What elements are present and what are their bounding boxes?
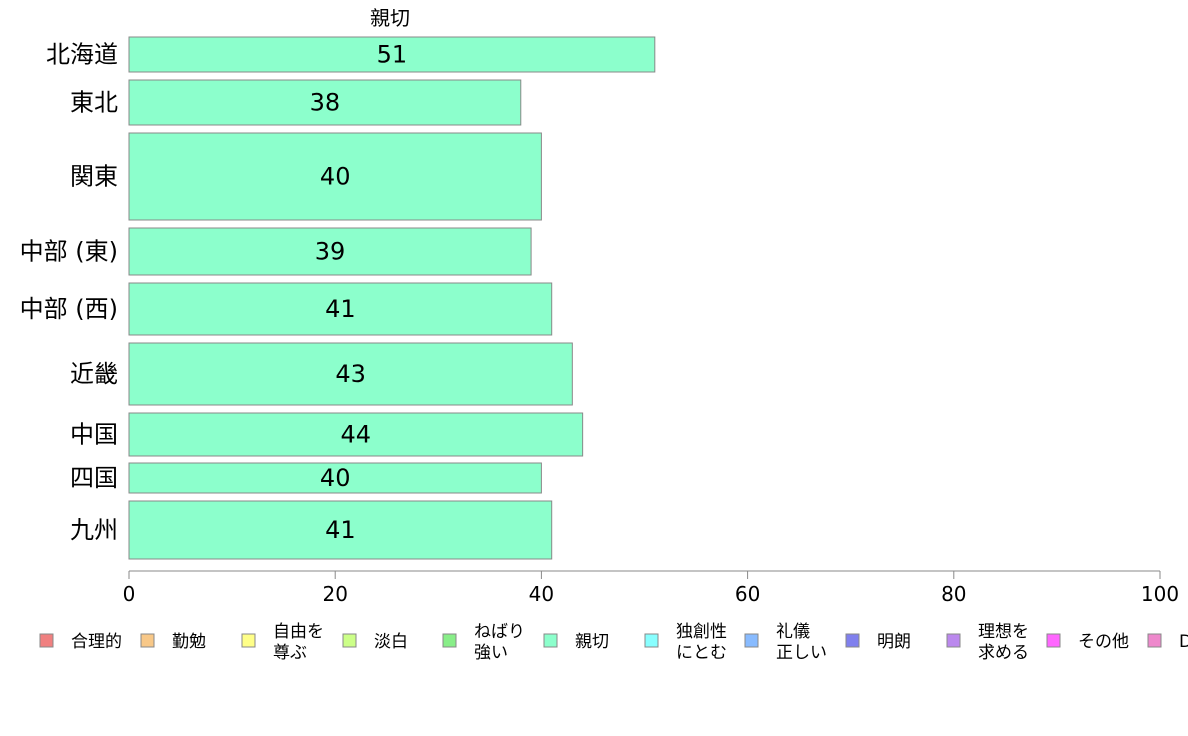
- x-tick-label: 80: [941, 582, 966, 606]
- bar: [128, 500, 553, 560]
- legend-swatch: [442, 633, 457, 648]
- legend-label: 求める: [978, 643, 1029, 663]
- legend-label: 理想を: [978, 622, 1029, 642]
- category-label: 北海道: [46, 41, 118, 69]
- legend-label: その他: [1078, 632, 1129, 652]
- legend-label: 正しい: [776, 643, 827, 663]
- category-label: 関東: [70, 163, 118, 191]
- x-tick-label: 60: [735, 582, 760, 606]
- category-label: 九州: [70, 516, 118, 544]
- legend-swatch: [140, 633, 155, 648]
- bar-value-label: 39: [315, 238, 346, 266]
- x-tick-label: 100: [1141, 582, 1179, 606]
- category-label: 東北: [70, 89, 118, 117]
- x-axis: 0 20 40 60 80 100: [123, 570, 1179, 606]
- legend-label: 明朗: [877, 632, 911, 652]
- bar-value-label: 43: [335, 360, 366, 388]
- chart-title: 親切: [370, 6, 410, 30]
- bar: [128, 79, 522, 126]
- legend-swatch: [644, 633, 659, 648]
- category-label: 中部 (西): [20, 295, 118, 323]
- bar: [128, 227, 532, 276]
- category-label: 四国: [70, 464, 118, 492]
- legend-label: D: [1179, 632, 1188, 652]
- legend-label: 礼儀: [776, 622, 810, 642]
- legend-label: 強い: [474, 643, 508, 663]
- legend-label: にとむ: [676, 643, 727, 663]
- bar-value-label: 51: [377, 41, 408, 69]
- category-label: 中部 (東): [20, 238, 118, 266]
- legend-swatch: [342, 633, 357, 648]
- legend-swatch: [946, 633, 961, 648]
- legend-label: 独創性: [676, 622, 727, 642]
- category-label: 中国: [70, 421, 118, 449]
- legend-swatch: [1046, 633, 1061, 648]
- bar-value-label: 38: [310, 89, 341, 117]
- bar-value-label: 40: [320, 163, 351, 191]
- legend-swatch: [744, 633, 759, 648]
- legend-label: ねばり: [474, 622, 525, 642]
- bar: [128, 412, 584, 457]
- legend-swatch: [543, 633, 558, 648]
- bar-value-label: 40: [320, 464, 351, 492]
- x-tick-label: 20: [322, 582, 347, 606]
- bars-group: 51 北海道 38 東北 40 関東 39 中部 (東) 41 中部 (西) 43 近畿 44 中国 40 四…: [20, 36, 656, 560]
- legend-label: 合理的: [71, 632, 122, 652]
- x-tick-label: 0: [123, 582, 136, 606]
- legend-swatch: [1147, 633, 1162, 648]
- bar: [128, 36, 656, 73]
- bar-value-label: 44: [341, 421, 372, 449]
- x-tick-label: 40: [529, 582, 554, 606]
- legend-label: 尊ぶ: [273, 643, 307, 663]
- bar: [128, 462, 542, 494]
- legend-label: 親切: [575, 632, 609, 652]
- legend-label: 勤勉: [172, 632, 206, 652]
- bar: [128, 132, 542, 221]
- bar-value-label: 41: [325, 295, 356, 323]
- bar-value-label: 41: [325, 516, 356, 544]
- bar: [128, 342, 573, 406]
- legend-label: 淡白: [374, 632, 408, 652]
- legend-swatch: [39, 633, 54, 648]
- bar: [128, 282, 553, 336]
- legend-swatch: [241, 633, 256, 648]
- legend-label: 自由を: [273, 622, 324, 642]
- legend-swatch: [845, 633, 860, 648]
- category-label: 近畿: [70, 360, 118, 388]
